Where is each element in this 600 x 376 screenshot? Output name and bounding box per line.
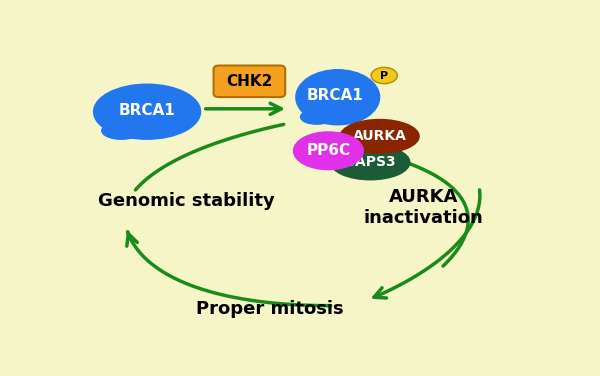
- Ellipse shape: [296, 70, 380, 125]
- Text: P: P: [380, 71, 388, 80]
- Text: Proper mitosis: Proper mitosis: [196, 300, 344, 318]
- Text: CHK2: CHK2: [226, 74, 272, 89]
- Text: PP6C: PP6C: [307, 143, 350, 158]
- Ellipse shape: [340, 120, 419, 153]
- Ellipse shape: [331, 145, 410, 180]
- Circle shape: [371, 67, 397, 83]
- Ellipse shape: [94, 84, 200, 139]
- Text: AURKA
inactivation: AURKA inactivation: [364, 188, 484, 227]
- Text: SAPS3: SAPS3: [345, 155, 395, 169]
- Ellipse shape: [301, 110, 333, 124]
- Text: AURKA: AURKA: [353, 129, 407, 143]
- Text: Genomic stability: Genomic stability: [98, 193, 275, 211]
- Text: BRCA1: BRCA1: [119, 103, 175, 118]
- FancyBboxPatch shape: [214, 65, 285, 97]
- Ellipse shape: [102, 122, 141, 139]
- Ellipse shape: [293, 132, 364, 170]
- Text: BRCA1: BRCA1: [307, 88, 364, 103]
